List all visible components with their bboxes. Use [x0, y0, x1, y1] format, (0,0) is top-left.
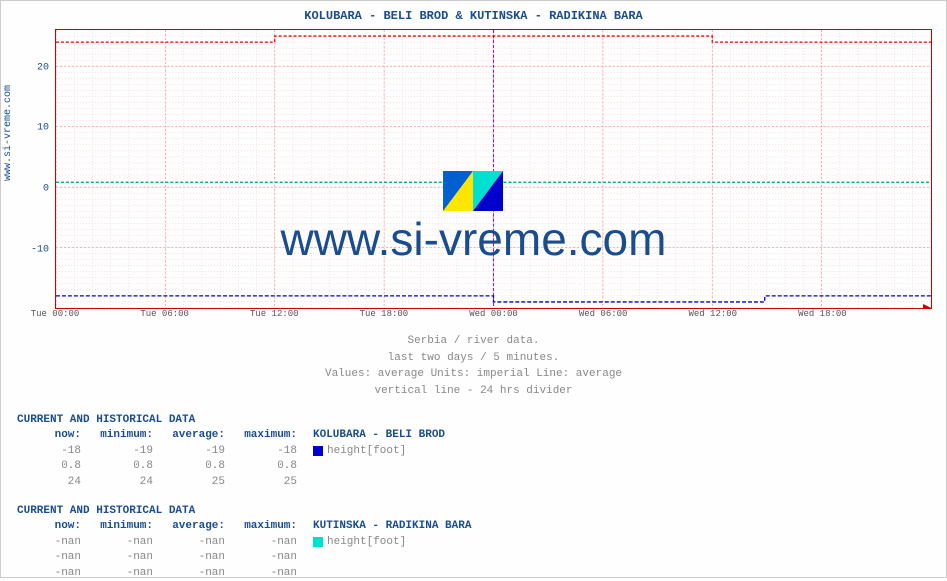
data-header-cell: maximum: — [233, 519, 305, 534]
x-tick-label: Tue 18:00 — [360, 309, 409, 319]
data-row: 0.80.80.80.8 — [17, 459, 942, 474]
metric-label: height[foot] — [305, 535, 406, 550]
y-tick-label: 0 — [43, 184, 49, 195]
data-header-row: now:minimum:average:maximum: KUTINSKA - … — [17, 519, 942, 534]
subtitle-line: Serbia / river data. — [5, 333, 942, 350]
data-cell: -nan — [233, 535, 305, 550]
chart-svg — [56, 30, 931, 308]
data-cell: 25 — [161, 475, 233, 490]
data-cell: -nan — [233, 566, 305, 581]
station-label: KOLUBARA - BELI BROD — [305, 428, 445, 443]
x-tick-label: Tue 06:00 — [140, 309, 189, 319]
data-cell: 0.8 — [161, 459, 233, 474]
y-axis-labels: -10 0 10 20 — [21, 31, 49, 311]
data-cell: -19 — [89, 444, 161, 459]
data-cell: -18 — [233, 444, 305, 459]
x-tick-label: Wed 12:00 — [688, 309, 737, 319]
data-cell: 0.8 — [17, 459, 89, 474]
metric-text: height[foot] — [327, 444, 406, 459]
data-row: 24242525 — [17, 475, 942, 490]
data-header-cell: average: — [161, 519, 233, 534]
y-tick-label: 10 — [37, 123, 49, 134]
data-blocks: CURRENT AND HISTORICAL DATAnow:minimum:a… — [5, 413, 942, 581]
data-header-cell: minimum: — [89, 519, 161, 534]
data-cell: 24 — [89, 475, 161, 490]
chart-subtitles: Serbia / river data.last two days / 5 mi… — [5, 333, 942, 399]
series-swatch-icon — [313, 446, 323, 456]
x-tick-label: Wed 00:00 — [469, 309, 518, 319]
data-cell: -19 — [161, 444, 233, 459]
x-tick-label: Tue 12:00 — [250, 309, 299, 319]
x-tick-label: Wed 06:00 — [579, 309, 628, 319]
data-block: CURRENT AND HISTORICAL DATAnow:minimum:a… — [17, 504, 942, 581]
data-header-cell: now: — [17, 519, 89, 534]
data-cell: 25 — [233, 475, 305, 490]
data-row: -18-19-19-18height[foot] — [17, 444, 942, 459]
subtitle-line: Values: average Units: imperial Line: av… — [5, 366, 942, 383]
data-cell: -nan — [17, 550, 89, 565]
data-row: -nan-nan-nan-nanheight[foot] — [17, 535, 942, 550]
data-block-title: CURRENT AND HISTORICAL DATA — [17, 413, 942, 428]
series-swatch-icon — [313, 537, 323, 547]
data-header-cell: average: — [161, 428, 233, 443]
x-tick-label: Wed 18:00 — [798, 309, 847, 319]
x-axis-labels: Tue 00:00Tue 06:00Tue 12:00Tue 18:00Wed … — [55, 309, 932, 325]
data-cell: -nan — [89, 550, 161, 565]
data-cell: 0.8 — [233, 459, 305, 474]
data-row: -nan-nan-nan-nan — [17, 550, 942, 565]
y-tick-label: 20 — [37, 62, 49, 73]
data-cell: -nan — [89, 566, 161, 581]
data-block: CURRENT AND HISTORICAL DATAnow:minimum:a… — [17, 413, 942, 490]
subtitle-line: vertical line - 24 hrs divider — [5, 383, 942, 400]
data-cell: -nan — [161, 550, 233, 565]
data-row: -nan-nan-nan-nan — [17, 566, 942, 581]
chart-title: KOLUBARA - BELI BROD & KUTINSKA - RADIKI… — [5, 9, 942, 23]
metric-text: height[foot] — [327, 535, 406, 550]
data-header-cell: minimum: — [89, 428, 161, 443]
data-cell: 0.8 — [89, 459, 161, 474]
data-block-title: CURRENT AND HISTORICAL DATA — [17, 504, 942, 519]
data-cell: -nan — [17, 566, 89, 581]
side-label: www.si-vreme.com — [3, 85, 14, 181]
data-header-cell: now: — [17, 428, 89, 443]
data-cell: -nan — [161, 566, 233, 581]
data-header-row: now:minimum:average:maximum: KOLUBARA - … — [17, 428, 942, 443]
chart-area — [55, 29, 932, 309]
x-tick-label: Tue 00:00 — [31, 309, 80, 319]
data-header-cell: maximum: — [233, 428, 305, 443]
data-cell: -nan — [233, 550, 305, 565]
data-cell: -nan — [161, 535, 233, 550]
data-cell: -nan — [17, 535, 89, 550]
page-container: KOLUBARA - BELI BROD & KUTINSKA - RADIKI… — [1, 1, 946, 577]
y-tick-label: -10 — [31, 245, 49, 256]
data-cell: -18 — [17, 444, 89, 459]
data-cell: 24 — [17, 475, 89, 490]
station-label: KUTINSKA - RADIKINA BARA — [305, 519, 471, 534]
data-cell: -nan — [89, 535, 161, 550]
metric-label: height[foot] — [305, 444, 406, 459]
subtitle-line: last two days / 5 minutes. — [5, 350, 942, 367]
